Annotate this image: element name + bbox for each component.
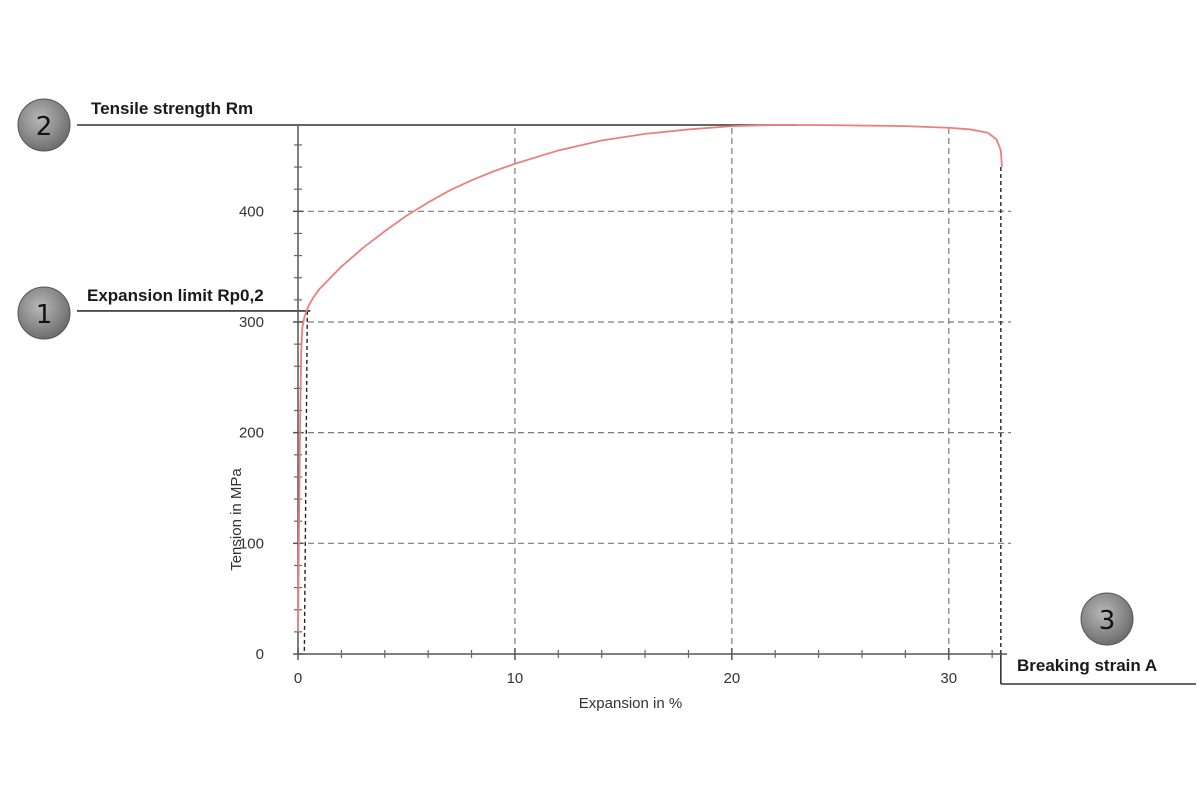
y-axis-title: Tension in MPa [228, 468, 245, 571]
expansion-limit-label: Expansion limit Rp0,2 [87, 286, 264, 305]
y-tick-label-100: 100 [239, 535, 264, 552]
curve-layer [297, 124, 1003, 632]
y-tick-label-200: 200 [239, 425, 264, 442]
breaking-strain-label: Breaking strain A [1017, 656, 1157, 675]
x-tick-label-30: 30 [940, 670, 957, 687]
series-line-0 [297, 124, 1003, 632]
x-tick-label-0: 0 [294, 670, 302, 687]
rp02-drop-line [303, 310, 309, 655]
annotation-expansion-limit: 1 Expansion limit Rp0,2 [17, 286, 264, 340]
badge-1-icon [17, 286, 71, 340]
x-tick-label-20: 20 [724, 670, 741, 687]
reference-lines [77, 124, 1196, 685]
tensile-strength-label: Tensile strength Rm [91, 99, 253, 118]
grid-lines [298, 125, 1011, 654]
badge-2-icon [17, 98, 71, 152]
badge-3-number: 3 [1099, 606, 1116, 636]
annotation-breaking-strain: 3 Breaking strain A [1017, 592, 1157, 675]
badge-3-icon [1080, 592, 1134, 646]
y-tick-label-300: 300 [239, 314, 264, 331]
annotation-tensile-strength: 2 Tensile strength Rm [17, 98, 253, 152]
badge-2-number: 2 [36, 112, 53, 142]
badge-1-number: 1 [36, 300, 53, 330]
x-axis-title: Expansion in % [579, 695, 682, 712]
ticks: 0 100 200 300 400 0 10 20 30 [239, 144, 993, 687]
x-tick-label-10: 10 [507, 670, 524, 687]
axes [297, 125, 1007, 655]
y-tick-label-0: 0 [256, 646, 264, 663]
y-tick-label-400: 400 [239, 203, 264, 220]
